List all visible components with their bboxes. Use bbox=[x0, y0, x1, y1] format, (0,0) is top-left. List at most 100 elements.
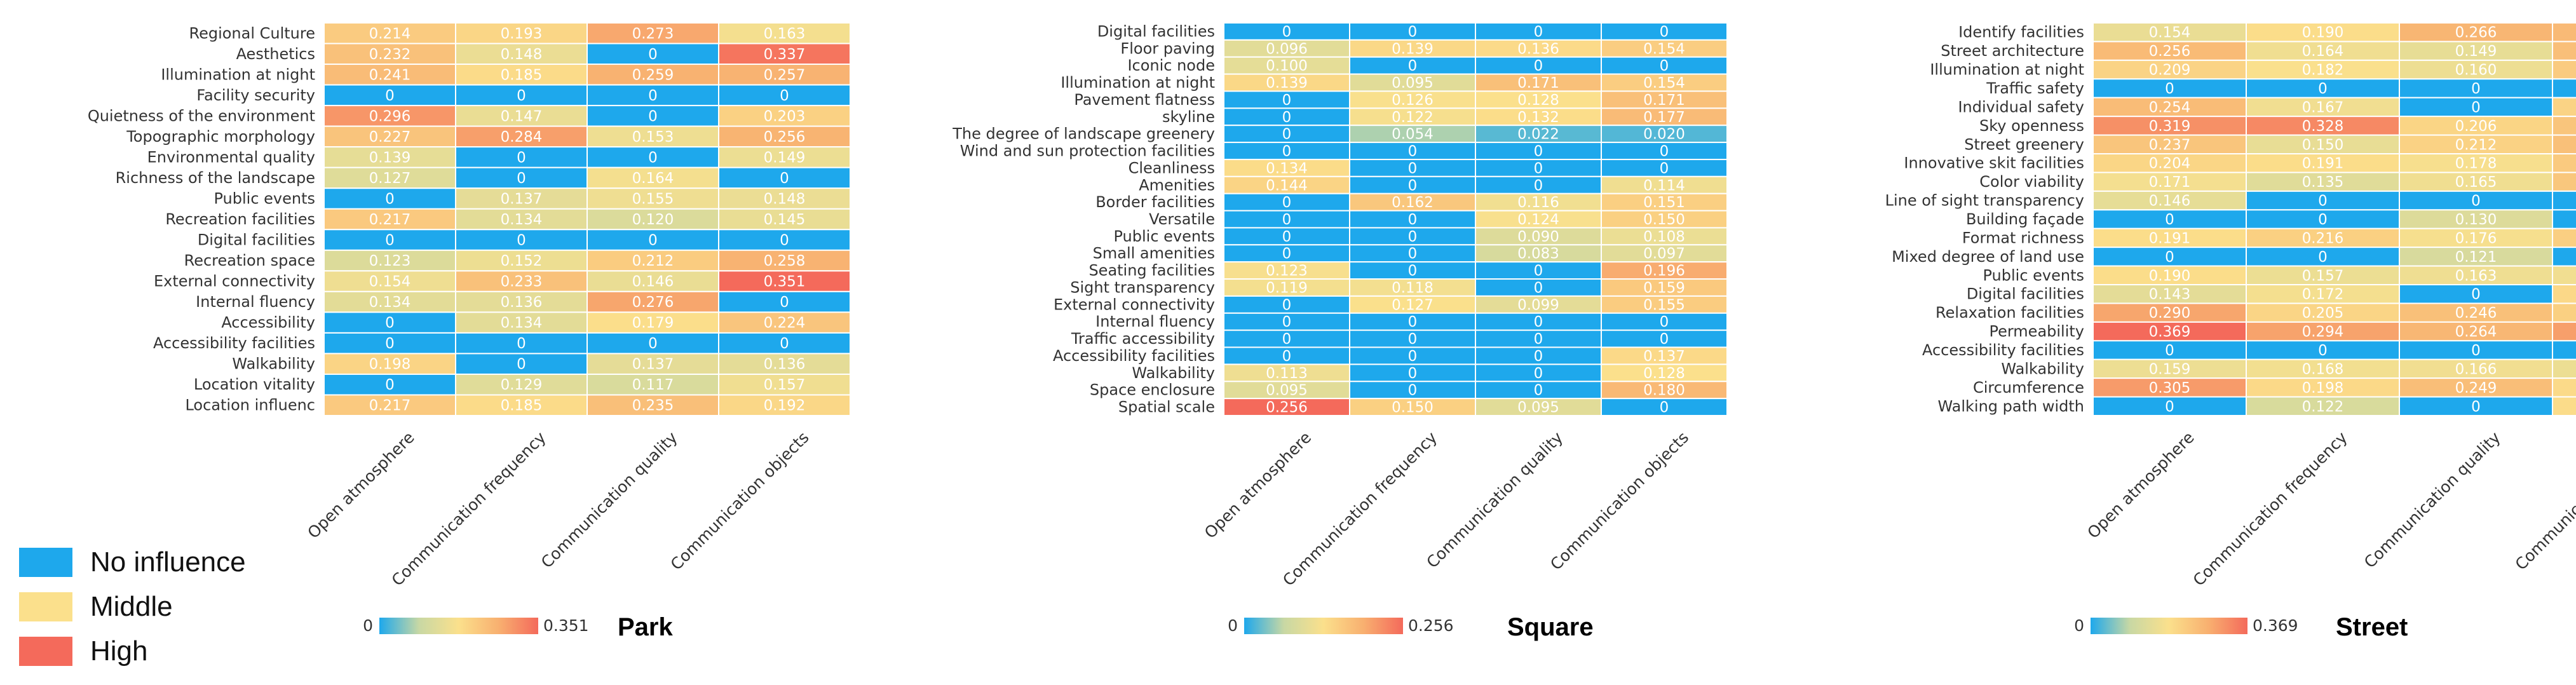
colorbar: 0 0.369 Street bbox=[2074, 613, 2408, 641]
cell-value: 0.166 bbox=[2455, 361, 2497, 377]
cell-value: 0 bbox=[1282, 348, 1292, 365]
legend-swatch-middle bbox=[19, 592, 72, 621]
heatmap-cell bbox=[718, 311, 851, 334]
cell-value: 0.100 bbox=[1266, 58, 1308, 74]
cell-value: 0.185 bbox=[501, 398, 543, 414]
cell-value: 0 bbox=[1408, 160, 1418, 177]
row-label: Floor paving bbox=[1120, 39, 1215, 57]
heatmap-cell bbox=[1601, 398, 1728, 416]
cell-value: 0 bbox=[517, 170, 526, 187]
cell-value: 0.145 bbox=[764, 212, 806, 228]
cell-value: 0.294 bbox=[2302, 324, 2344, 341]
cell-value: 0 bbox=[780, 88, 789, 104]
heatmap-cell bbox=[1601, 193, 1728, 212]
heatmap-cell bbox=[323, 187, 456, 210]
cell-value: 0 bbox=[1534, 144, 1543, 160]
row-label: Accessibility facilities bbox=[1053, 347, 1215, 365]
heatmap-cell bbox=[2552, 265, 2576, 286]
cell-value: 0 bbox=[1282, 212, 1292, 228]
cell-value: 0.212 bbox=[632, 253, 674, 269]
row-label: Space enclosure bbox=[1090, 381, 1215, 399]
heatmap-cell bbox=[2092, 153, 2247, 173]
row-label: External connectivity bbox=[154, 273, 315, 290]
row-label: Digital facilities bbox=[1967, 285, 2084, 303]
cell-value: 0 bbox=[1534, 177, 1543, 194]
row-label: Street architecture bbox=[1941, 42, 2084, 60]
cell-value: 0.154 bbox=[1643, 41, 1685, 57]
cell-value: 0.148 bbox=[764, 191, 806, 207]
cell-value: 0 bbox=[1408, 263, 1418, 280]
heatmap-cell bbox=[2246, 284, 2400, 304]
heatmap-cell bbox=[1601, 278, 1728, 297]
cell-value: 0.137 bbox=[632, 356, 674, 373]
cell-value: 0.160 bbox=[2455, 62, 2497, 79]
row-label: Walkability bbox=[232, 355, 315, 373]
row-label: Identify facilities bbox=[1958, 24, 2084, 41]
cell-value: 0 bbox=[1534, 24, 1543, 40]
cell-value: 0 bbox=[385, 336, 395, 352]
cell-value: 0.155 bbox=[632, 191, 674, 207]
cell-value: 0 bbox=[385, 233, 395, 249]
heatmap-cell bbox=[1223, 210, 1350, 229]
heatmap-cell bbox=[1349, 158, 1476, 177]
row-label: Public events bbox=[214, 189, 315, 207]
cell-value: 0 bbox=[1408, 24, 1418, 40]
cell-value: 0.136 bbox=[1517, 41, 1559, 57]
heatmap-cell bbox=[323, 332, 456, 355]
heatmap-cell bbox=[1601, 39, 1728, 58]
row-label: skyline bbox=[1162, 108, 1215, 126]
cell-value: 0 bbox=[2318, 249, 2328, 266]
colorbar-max-label: 0.351 bbox=[543, 616, 589, 635]
row-label: Location influenc bbox=[185, 397, 315, 414]
cell-value: 0 bbox=[648, 233, 658, 249]
cell-value: 0.139 bbox=[369, 149, 411, 166]
cell-value: 0 bbox=[517, 233, 526, 249]
legend-item-no-influence: No influence bbox=[19, 540, 286, 585]
cell-value: 0.182 bbox=[2302, 62, 2344, 79]
heatmap-cell bbox=[1475, 398, 1602, 416]
cell-value: 0.097 bbox=[1643, 246, 1685, 262]
cell-value: 0.206 bbox=[2455, 118, 2497, 135]
heatmap-cell bbox=[455, 229, 588, 251]
heatmap-cell bbox=[586, 290, 719, 313]
cell-value: 0.150 bbox=[1643, 212, 1685, 228]
cell-value: 0.153 bbox=[632, 129, 674, 146]
legend-swatch-high bbox=[19, 637, 72, 666]
cell-value: 0.134 bbox=[369, 294, 411, 311]
heatmap-cell bbox=[2092, 134, 2247, 154]
cell-value: 0 bbox=[1282, 246, 1292, 262]
cell-value: 0.126 bbox=[1392, 92, 1434, 109]
cell-value: 0.203 bbox=[764, 108, 806, 125]
heatmap-cell bbox=[1601, 73, 1728, 92]
heatmap-cell bbox=[718, 64, 851, 86]
cell-value: 0.108 bbox=[1643, 229, 1685, 245]
cell-value: 0 bbox=[1282, 92, 1292, 109]
row-label: Amenities bbox=[1139, 176, 1215, 194]
cell-value: 0.212 bbox=[2455, 137, 2497, 153]
cell-value: 0.276 bbox=[632, 294, 674, 311]
cell-value: 0.171 bbox=[1643, 92, 1685, 109]
row-label: Pavement flatness bbox=[1074, 91, 1215, 109]
cell-value: 0 bbox=[1408, 383, 1418, 399]
heatmap-cell bbox=[1223, 39, 1350, 58]
row-label: Permeability bbox=[1989, 323, 2084, 341]
cell-value: 0.147 bbox=[501, 108, 543, 125]
heatmap-cell bbox=[323, 22, 456, 44]
heatmap-cell bbox=[2552, 377, 2576, 398]
heatmap-cell bbox=[2552, 247, 2576, 267]
row-label: Building façade bbox=[1966, 210, 2084, 228]
legend-item-middle: Middle bbox=[19, 585, 286, 629]
heatmap-cell bbox=[1223, 329, 1350, 348]
cell-value: 0.165 bbox=[2455, 174, 2497, 191]
cell-value: 0 bbox=[1534, 331, 1543, 348]
row-label: Cleanliness bbox=[1129, 159, 1215, 177]
heatmap-cell bbox=[2399, 22, 2553, 43]
chart-title: Square bbox=[1507, 613, 1594, 641]
legend-swatch-no-influence bbox=[19, 548, 72, 577]
cell-value: 0 bbox=[2471, 81, 2481, 97]
cell-value: 0.139 bbox=[1266, 75, 1308, 92]
cell-value: 0 bbox=[1534, 314, 1543, 330]
cell-value: 0 bbox=[385, 88, 395, 104]
heatmap-cell bbox=[1349, 175, 1476, 194]
cell-value: 0 bbox=[1282, 194, 1292, 211]
